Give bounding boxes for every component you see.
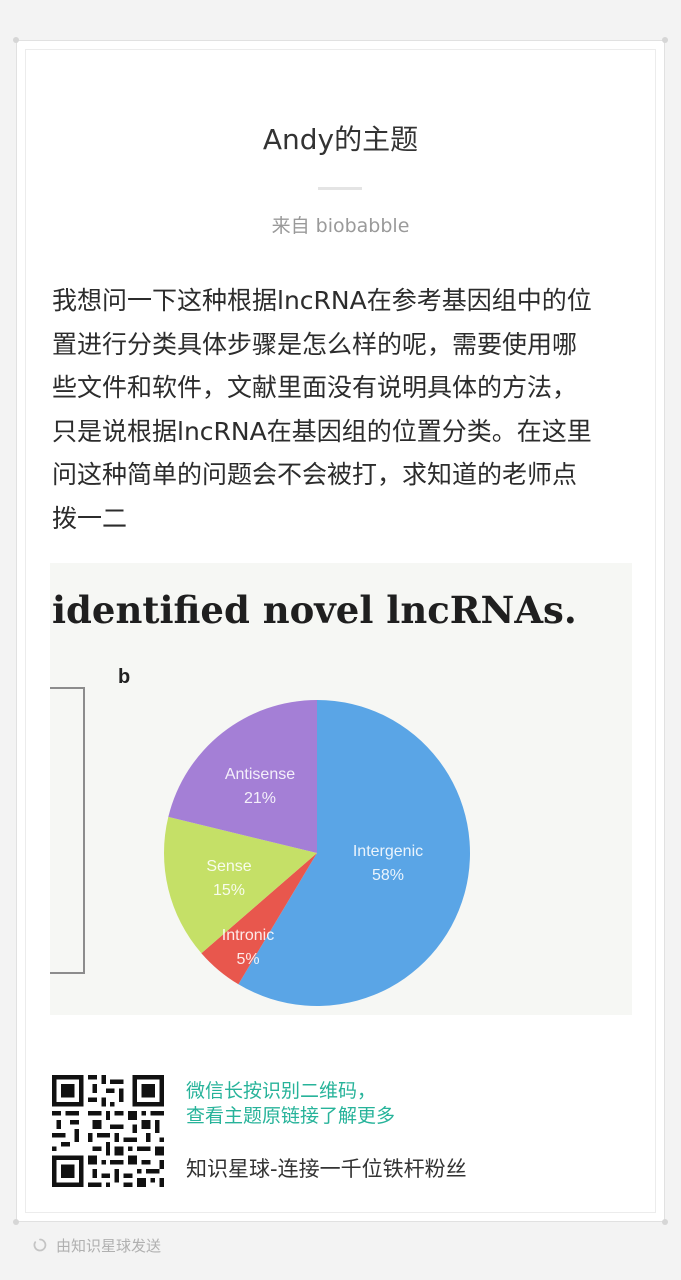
post-title: Andy的主题 <box>262 123 419 156</box>
post-image[interactable]: identified novel lncRNAs. b Intergenic 58… <box>50 563 632 1015</box>
pie-slice-intergenic <box>238 700 470 1006</box>
body-line: 只是说根据lncRNA在基因组的位置分类。在这里 <box>52 416 592 446</box>
qr-code[interactable] <box>52 1075 164 1187</box>
post-body: 我想问一下这种根据lncRNA在参考基因组中的位 置进行分类具体步骤是怎么样的呢… <box>52 279 627 540</box>
figure-canvas: identified novel lncRNAs. b Intergenic 58… <box>50 588 577 1006</box>
qr-hint-line: 查看主题原链接了解更多 <box>186 1105 396 1127</box>
qr-hint: 微信长按识别二维码， 查看主题原链接了解更多 <box>186 1079 395 1129</box>
body-line: 置进行分类具体步骤是怎么样的呢，需要使用哪 <box>52 329 578 359</box>
figure-heading: identified novel lncRNAs. <box>52 588 577 632</box>
slice-value-intergenic: 58% <box>372 867 404 884</box>
corner-dot <box>13 1219 19 1225</box>
slice-label-intronic: Intronic <box>222 927 274 944</box>
body-line: 拨一二 <box>52 503 128 533</box>
body-line: 问这种简单的问题会不会被打，求知道的老师点 <box>52 460 578 489</box>
post-source: 来自 biobabble <box>271 215 410 237</box>
pie-chart: Intergenic 58% Intronic 5% Sense 15% Antisense… <box>164 700 470 1006</box>
card-inner-border <box>25 49 656 1213</box>
panel-label: b <box>118 666 130 688</box>
pie-slice-sense <box>164 816 317 954</box>
slice-label-sense: Sense <box>206 858 251 875</box>
pie-slice-intronic <box>201 853 317 985</box>
loading-ring-icon <box>33 1238 47 1252</box>
corner-dot <box>13 37 19 43</box>
slice-label-intergenic: Intergenic <box>353 843 423 860</box>
body-line: 我想问一下这种根据lncRNA在参考基因组中的位 <box>52 286 592 315</box>
pie-slice-antisense <box>168 700 317 853</box>
corner-dot <box>662 1219 668 1225</box>
panel-a-frame <box>50 687 85 974</box>
slice-value-sense: 15% <box>213 882 245 899</box>
sent-via-label: 由知识星球发送 <box>56 1236 162 1255</box>
corner-dot <box>662 37 668 43</box>
slice-label-antisense: Antisense <box>225 766 295 783</box>
slice-value-antisense: 21% <box>244 790 276 807</box>
qr-hint-line: 微信长按识别二维码， <box>186 1080 377 1102</box>
planet-tagline: 知识星球-连接一千位铁杆粉丝 <box>186 1157 467 1181</box>
footer: 由知识星球发送 <box>33 1234 161 1256</box>
slice-value-intronic: 5% <box>236 951 259 968</box>
body-line: 些文件和软件，文献里面没有说明具体的方法， <box>52 373 578 402</box>
title-divider <box>318 187 362 190</box>
